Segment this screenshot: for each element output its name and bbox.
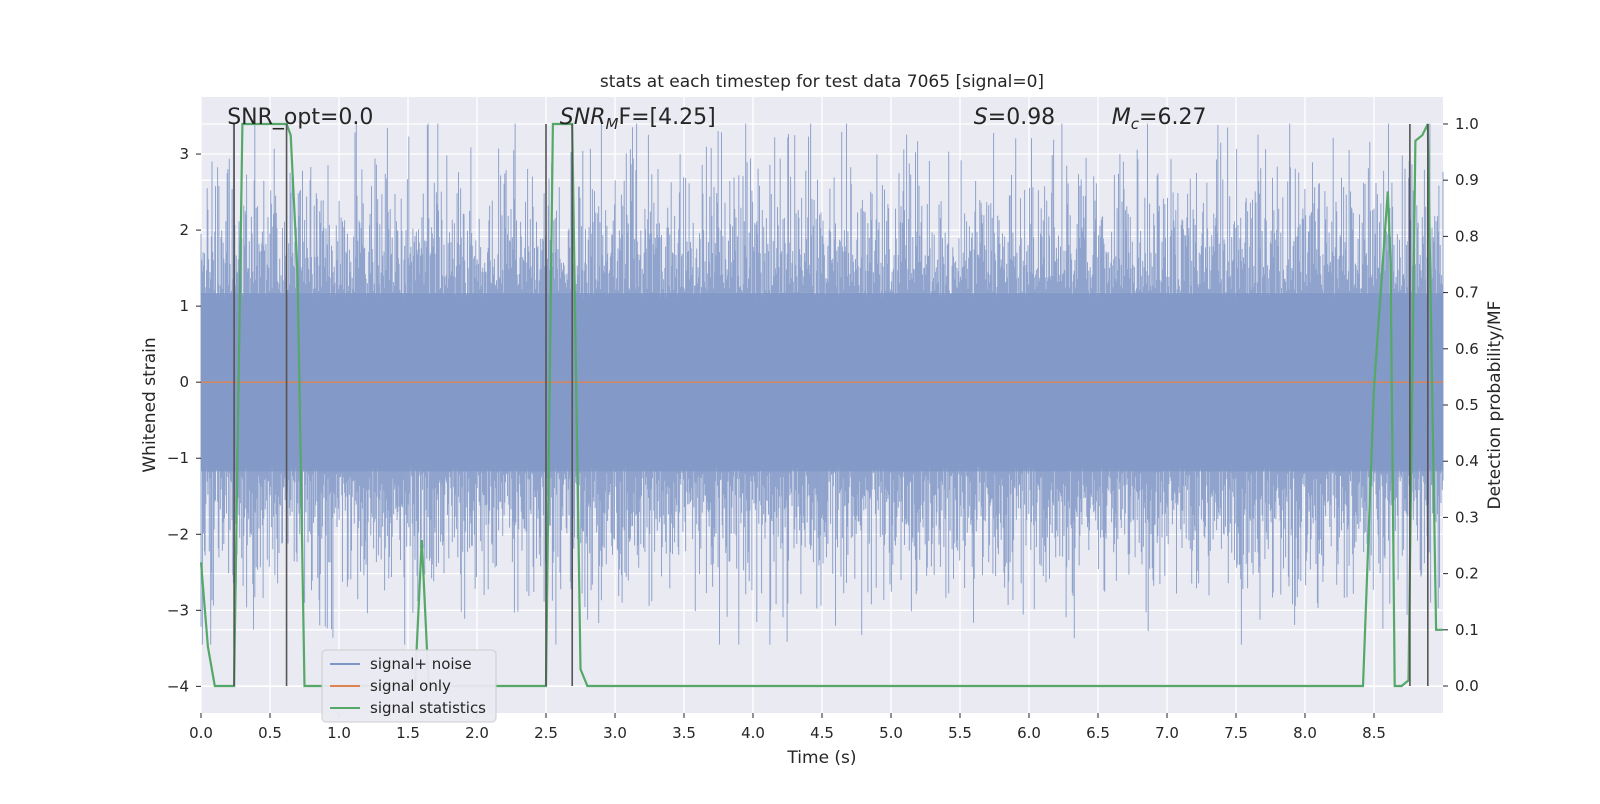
detection-lines [233, 123, 1429, 687]
legend-label: signal+ noise [370, 655, 472, 673]
annotation-layer: SNR_opt=0.0 SNRMF=[4.25] S=0.98 Mc=6.27 [227, 105, 1206, 133]
x-tick-label: 2.0 [465, 724, 489, 742]
y-tick-label: 2 [179, 221, 189, 239]
y2-tick-label: 0.5 [1455, 396, 1479, 414]
x-tick-label: 5.5 [948, 724, 972, 742]
x-tick-label: 7.5 [1224, 724, 1248, 742]
x-axis-title: Time (s) [786, 748, 856, 768]
x-tick-label: 1.5 [396, 724, 420, 742]
y2-tick-label: 1.0 [1455, 115, 1479, 133]
x-tick-label: 6.0 [1017, 724, 1041, 742]
y2-tick-label: 0.9 [1455, 171, 1479, 189]
x-tick-label: 3.5 [672, 724, 696, 742]
y2-tick-label: 0.7 [1455, 284, 1479, 302]
x-tick-label: 6.5 [1086, 724, 1110, 742]
x-tick-label: 4.0 [741, 724, 765, 742]
annotation-s-stat: S=0.98 [974, 105, 1055, 130]
x-tick-label: 0.0 [189, 724, 213, 742]
x-tick-label: 4.5 [810, 724, 834, 742]
axis-layer: 0.0 0.5 1.0 1.5 2.0 2.5 3.0 3.5 4.0 4.5 5.0 5.5 6.0 6… [167, 115, 1479, 742]
x-tick-label: 8.5 [1362, 724, 1386, 742]
y-tick-label: 1 [179, 297, 189, 315]
annotation-mc-stat: Mc=6.27 [1112, 105, 1207, 133]
y2-tick-label: 0.8 [1455, 227, 1479, 245]
y-axis-title: Whitened strain [140, 337, 160, 472]
y-tick-label: 3 [179, 145, 189, 163]
y-tick-label: −3 [167, 601, 189, 619]
legend-label: signal only [370, 677, 451, 695]
x-tick-label: 1.0 [327, 724, 351, 742]
y2-tick-label: 0.2 [1455, 565, 1479, 583]
y2-tick-label: 0.1 [1455, 621, 1479, 639]
y-tick-label: −2 [167, 525, 189, 543]
y2-tick-label: 0.6 [1455, 340, 1479, 358]
x-tick-label: 5.0 [879, 724, 903, 742]
x-tick-label: 8.0 [1293, 724, 1317, 742]
y-tick-label: 0 [179, 373, 189, 391]
y2-tick-label: 0.3 [1455, 508, 1479, 526]
legend: signal+ noise signal only signal statistic… [321, 649, 497, 723]
y-tick-label: −4 [167, 677, 189, 695]
x-tick-label: 2.5 [534, 724, 558, 742]
legend-box [321, 649, 497, 723]
x-tick-label: 7.0 [1155, 724, 1179, 742]
y-tick-label: −1 [167, 449, 189, 467]
noise-trace [200, 123, 1444, 645]
chart-title: stats at each timestep for test data 706… [600, 72, 1044, 92]
annotation-snr-mf: SNRMF=[4.25] [560, 105, 716, 133]
y2-tick-label: 0.0 [1455, 677, 1479, 695]
y2-tick-label: 0.4 [1455, 452, 1479, 470]
legend-label: signal statistics [370, 699, 486, 717]
y2-axis-title: Detection probability/MF [1485, 301, 1505, 510]
x-tick-label: 0.5 [258, 724, 282, 742]
annotation-snr-opt: SNR_opt=0.0 [227, 105, 373, 130]
x-tick-label: 3.0 [603, 724, 627, 742]
